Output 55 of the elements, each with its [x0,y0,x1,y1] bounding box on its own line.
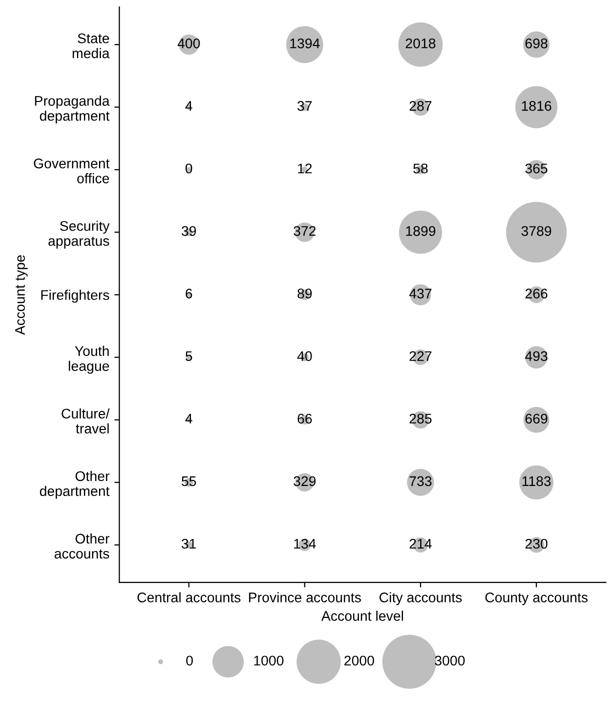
data-label: 493 [525,351,548,362]
text: 0 [186,656,193,666]
y-tick-label: Other department [40,470,110,499]
data-label: 227 [410,351,432,361]
data-label: 4 [185,101,192,111]
data-label: 1816 [522,101,552,111]
data-label: 31 [182,538,196,549]
data-label: 329 [294,476,316,486]
x-tick-label: City accounts [380,592,462,606]
data-label: 4 [185,414,192,424]
data-label: 39 [182,226,196,236]
data-label: 55 [182,476,196,486]
data-label: 3789 [521,226,552,236]
y-axis-title: Account type [15,255,28,335]
y-tick-label: Security apparatus [48,220,110,249]
y-tick-label: Government office [34,158,110,184]
data-label: 89 [298,288,312,298]
data-label: 698 [525,38,548,48]
data-label: 1394 [290,38,320,48]
data-label: 2018 [406,38,436,48]
data-label: 733 [410,476,432,486]
x-axis-title: Account level [321,610,403,621]
data-label: 134 [294,538,316,549]
data-label: 372 [294,226,316,236]
data-label: 12 [298,164,312,174]
data-label: 230 [525,538,548,549]
data-label: 1183 [522,476,551,486]
data-label: 58 [413,164,428,174]
x-tick-label: County accounts [485,592,588,606]
data-label: 1899 [406,226,436,236]
data-label: 266 [525,288,548,298]
y-tick-label: Propaganda department [35,96,110,124]
data-label: 214 [410,538,432,549]
data-label: 37 [297,101,312,111]
data-label: 365 [525,164,548,174]
data-label: 6 [186,288,192,298]
x-tick-label: Province accounts [249,592,361,602]
data-label: 400 [178,38,200,48]
text: 2000 [344,656,374,666]
data-label: 0 [186,164,192,174]
data-label: 669 [525,414,548,424]
data-label: 40 [297,351,312,362]
data-label: 5 [186,351,192,362]
data-label: 287 [410,101,432,111]
x-tick-label: Central accounts [137,592,240,602]
data-label: 66 [298,414,312,424]
y-tick-label: Other accounts [54,533,110,559]
y-tick-label: State media [72,33,110,58]
y-tick-label: Culture/ travel [62,408,110,434]
y-tick-label: Youth league [68,346,110,374]
data-label: 285 [410,414,432,424]
text: 1000 [254,656,284,666]
y-tick-label: Firefighters [41,290,110,303]
data-label: 437 [409,288,432,298]
text: 3000 [434,656,465,666]
